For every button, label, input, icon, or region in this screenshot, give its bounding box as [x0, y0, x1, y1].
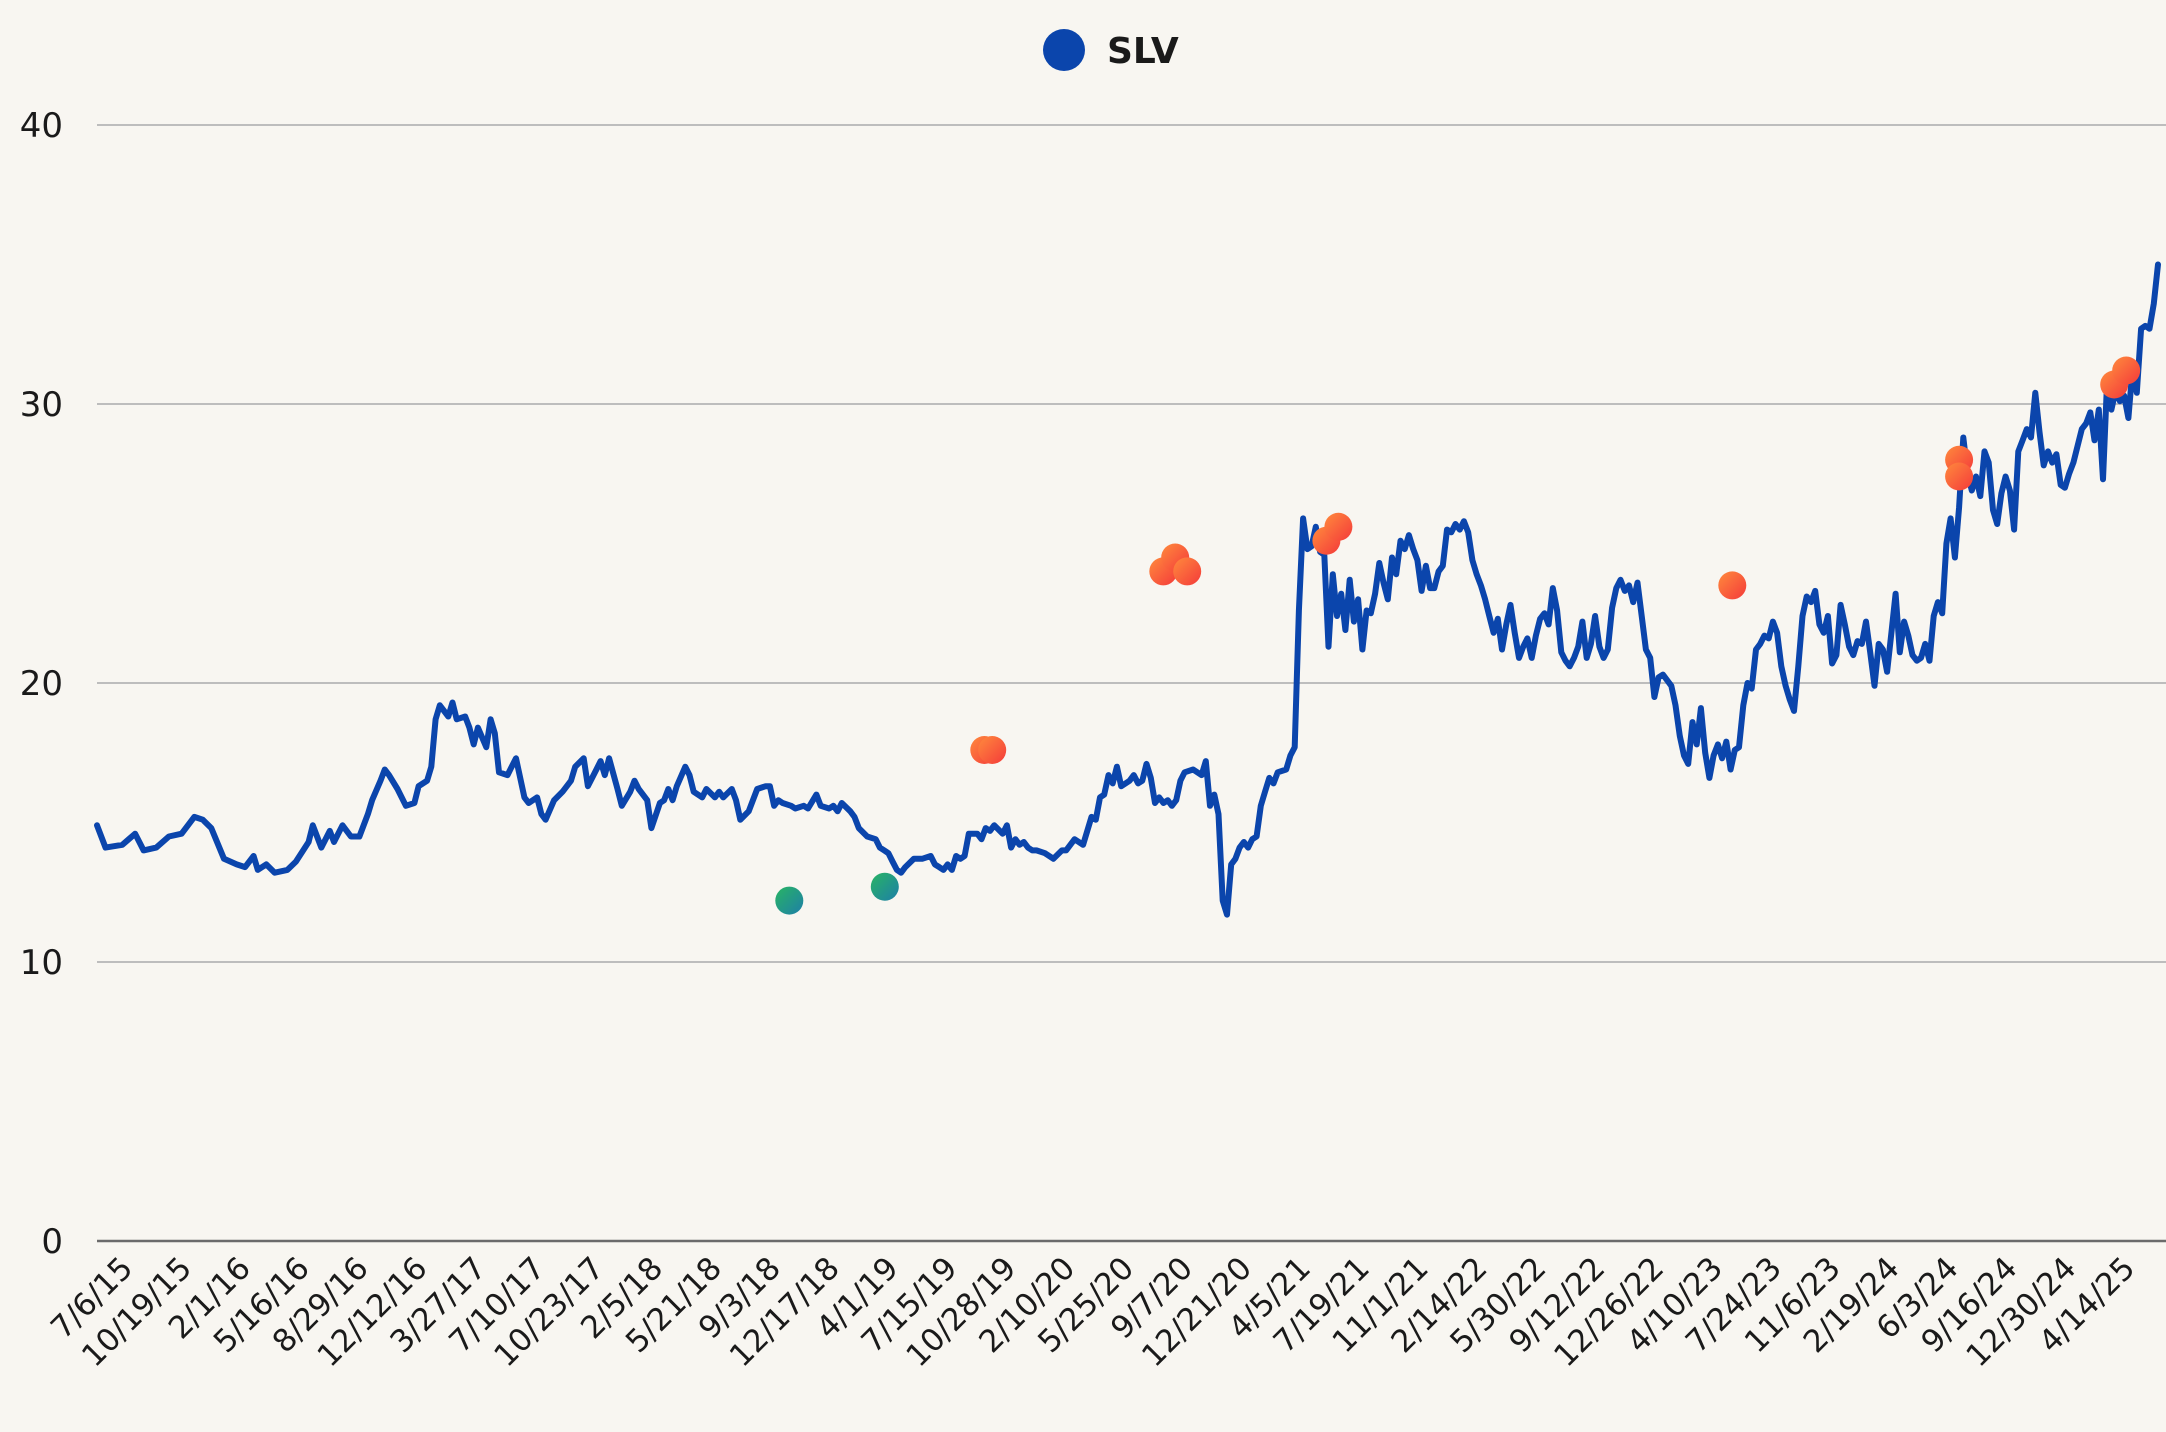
y-tick-label: 30 — [20, 385, 63, 425]
legend: SLV — [1043, 29, 1179, 72]
gridlines — [97, 124, 2166, 1243]
sell-marker — [1945, 462, 1974, 491]
buy-marker — [870, 872, 899, 901]
x-axis-ticks: 7/6/1510/19/152/1/165/16/168/29/1612/12/… — [44, 1250, 2142, 1374]
sell-marker — [2112, 356, 2141, 385]
y-tick-label: 40 — [20, 106, 63, 146]
sell-marker — [978, 736, 1007, 764]
y-tick-label: 10 — [20, 943, 63, 983]
buy-marker — [775, 886, 804, 915]
y-axis-ticks: 0 10 20 30 40 — [20, 106, 63, 1262]
legend-label-slv: SLV — [1107, 31, 1179, 72]
markers-layer — [775, 356, 2141, 915]
y-tick-label: 0 — [41, 1222, 63, 1262]
sell-marker — [1324, 512, 1353, 541]
y-tick-label: 20 — [20, 664, 63, 704]
sell-marker — [1173, 557, 1202, 586]
legend-marker-slv — [1043, 29, 1085, 71]
series-line-slv — [94, 261, 2161, 918]
series-layer — [94, 261, 2161, 918]
sell-marker — [1718, 571, 1747, 600]
